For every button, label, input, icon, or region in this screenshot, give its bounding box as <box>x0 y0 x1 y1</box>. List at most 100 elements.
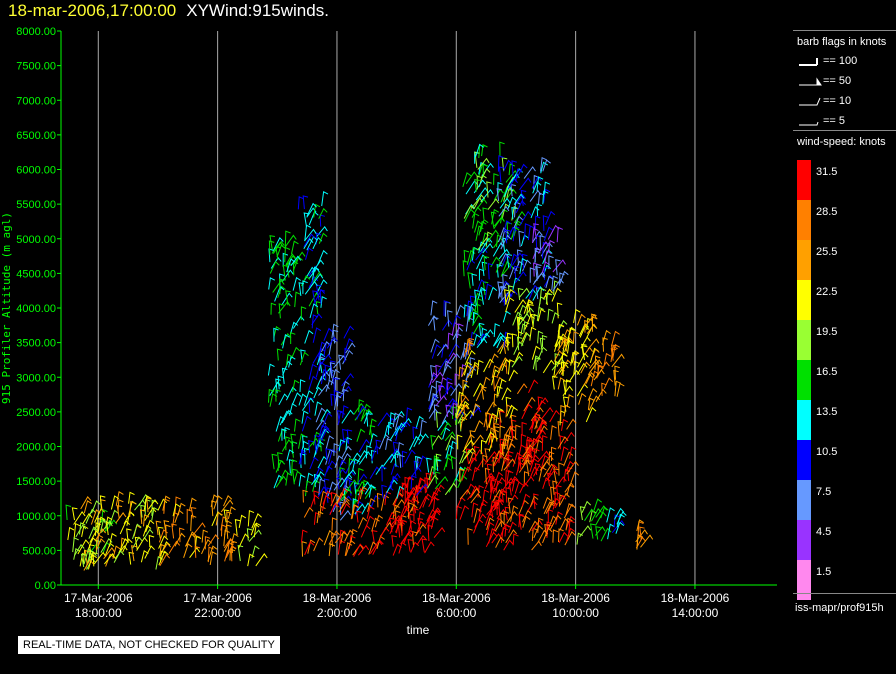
wind-barb <box>134 536 141 549</box>
wind-barb <box>503 434 512 450</box>
wind-barb <box>304 541 315 556</box>
wind-barb <box>163 520 170 535</box>
wind-barb <box>303 212 310 227</box>
wind-barb <box>472 434 484 446</box>
wind-barb <box>344 479 358 493</box>
wind-barb <box>445 352 458 366</box>
wind-barb <box>467 528 473 545</box>
wind-barb <box>497 378 507 395</box>
wind-barb <box>115 491 124 506</box>
wind-barb <box>528 520 539 533</box>
wind-barb <box>612 343 620 357</box>
wind-barb <box>557 421 564 437</box>
wind-barb <box>358 544 370 556</box>
wind-barb <box>534 215 541 229</box>
wind-barb <box>500 260 512 277</box>
wind-barb <box>268 240 275 255</box>
speed-swatch <box>797 320 811 360</box>
wind-barb <box>91 500 101 514</box>
wind-barb <box>513 193 525 205</box>
wind-barb <box>270 256 282 269</box>
wind-barb <box>332 493 347 507</box>
wind-barb <box>337 410 343 423</box>
wind-barb <box>542 359 555 374</box>
wind-barb <box>563 451 574 467</box>
wind-barb <box>484 283 493 300</box>
wind-barb <box>465 316 473 332</box>
wind-barb <box>330 368 340 386</box>
wind-barb <box>560 446 569 462</box>
wind-barb <box>394 453 401 467</box>
wind-barb <box>472 403 481 417</box>
y-tick-label: 7000.00 <box>16 95 56 107</box>
wind-barb <box>493 426 500 442</box>
wind-barb <box>505 289 518 304</box>
wind-barb <box>520 433 527 447</box>
wind-barb <box>370 494 380 508</box>
wind-barb <box>280 332 292 346</box>
wind-barb <box>213 495 223 510</box>
wind-barb <box>268 277 276 290</box>
wind-barb <box>572 331 579 344</box>
wind-barb <box>525 288 537 299</box>
wind-barb <box>277 285 286 299</box>
wind-barb <box>326 460 336 473</box>
wind-barb <box>432 392 438 406</box>
speed-legend-title: wind-speed: knots <box>797 136 886 148</box>
wind-barb <box>571 350 580 364</box>
wind-barb <box>417 511 425 524</box>
y-tick-label: 6500.00 <box>16 130 56 142</box>
wind-barb <box>469 485 480 498</box>
wind-barb <box>507 494 519 507</box>
wind-barb <box>514 299 527 313</box>
wind-barb <box>314 434 320 451</box>
wind-barb <box>552 529 559 543</box>
wind-barb <box>490 211 497 228</box>
wind-barb <box>473 518 484 534</box>
wind-barb <box>285 472 293 486</box>
wind-barb <box>84 550 91 565</box>
wind-barb <box>416 477 425 491</box>
wind-barb <box>341 409 354 424</box>
wind-barb <box>463 249 470 263</box>
wind-barb <box>74 543 85 556</box>
wind-barb <box>271 453 278 470</box>
wind-barb <box>128 491 135 504</box>
wind-barb <box>430 516 439 529</box>
wind-barb <box>472 323 483 335</box>
wind-barb <box>250 523 260 536</box>
wind-barb <box>553 350 564 362</box>
wind-barb <box>573 360 580 376</box>
wind-barb <box>416 534 427 546</box>
wind-barb <box>211 500 217 517</box>
wind-barb <box>576 313 586 326</box>
speed-swatch-label: 4.5 <box>816 526 832 538</box>
wind-barb <box>353 543 365 557</box>
wind-barb <box>466 300 474 317</box>
wind-barb <box>319 490 328 507</box>
wind-barb <box>357 467 364 485</box>
wind-barb <box>593 369 605 381</box>
wind-barb <box>581 500 592 513</box>
wind-barb <box>272 237 284 252</box>
wind-barb <box>285 386 297 401</box>
wind-barb <box>289 403 297 416</box>
wind-barb <box>407 538 414 552</box>
wind-barb <box>456 405 464 419</box>
wind-barb <box>467 457 478 472</box>
wind-barb <box>331 323 339 339</box>
wind-barb <box>340 497 350 509</box>
wind-barb <box>603 377 614 390</box>
wind-barb <box>518 230 524 248</box>
wind-barb <box>505 469 511 487</box>
wind-barb <box>416 483 429 496</box>
wind-barb <box>548 239 555 252</box>
wind-barb <box>614 507 625 520</box>
wind-barb <box>433 526 446 539</box>
wind-barb <box>553 468 559 485</box>
wind-barb <box>298 450 307 465</box>
wind-barb <box>486 463 493 479</box>
wind-barb <box>537 241 550 254</box>
wind-barb <box>82 512 93 525</box>
wind-barb <box>343 325 355 339</box>
